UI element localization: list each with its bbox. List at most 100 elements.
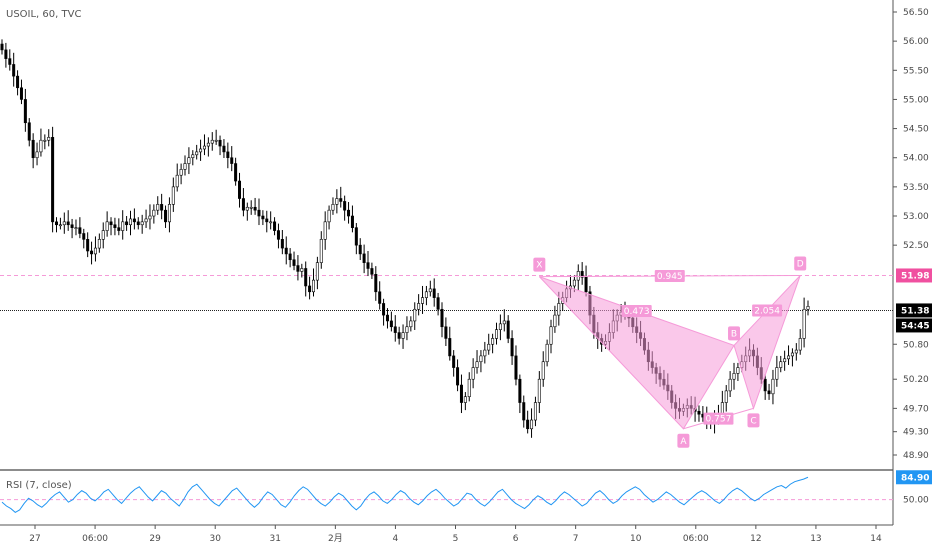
candle bbox=[452, 350, 456, 377]
candle bbox=[335, 189, 339, 214]
candle bbox=[257, 198, 261, 226]
candle bbox=[732, 362, 736, 390]
candle bbox=[327, 205, 331, 230]
candle bbox=[502, 309, 506, 332]
candle bbox=[249, 200, 253, 215]
x-tick-label: 30 bbox=[209, 534, 221, 544]
pattern-ratio-label: 2.054 bbox=[752, 304, 783, 317]
candle bbox=[195, 144, 199, 160]
x-tick-label: 5 bbox=[453, 534, 459, 544]
candle bbox=[199, 139, 203, 161]
candle bbox=[526, 410, 530, 434]
svg-text:X: X bbox=[536, 261, 542, 271]
candle bbox=[339, 186, 343, 208]
candle bbox=[424, 285, 428, 306]
candle bbox=[385, 308, 389, 329]
candle bbox=[128, 210, 132, 236]
candle bbox=[206, 137, 210, 157]
candle bbox=[456, 359, 460, 392]
candle bbox=[245, 202, 249, 221]
candle bbox=[160, 193, 164, 220]
y-tick-label: 49.70 bbox=[903, 404, 929, 414]
y-tick-label: 53.50 bbox=[903, 183, 929, 193]
x-tick-label: 13 bbox=[810, 534, 821, 544]
candle bbox=[132, 208, 136, 230]
pattern-point-c: C bbox=[747, 413, 760, 428]
candle bbox=[428, 280, 432, 297]
candle bbox=[779, 355, 783, 373]
candle bbox=[311, 268, 315, 297]
candle bbox=[580, 262, 584, 285]
candle bbox=[479, 350, 483, 373]
candle bbox=[35, 142, 39, 166]
candle bbox=[763, 374, 767, 400]
y-tick-label: 53.00 bbox=[903, 212, 929, 222]
candle bbox=[506, 315, 510, 344]
candle bbox=[27, 118, 31, 147]
candle bbox=[545, 339, 549, 367]
candle bbox=[775, 355, 779, 387]
candle bbox=[125, 216, 129, 231]
candle bbox=[82, 228, 86, 249]
candle bbox=[183, 155, 187, 176]
candle bbox=[191, 150, 195, 166]
candle bbox=[802, 297, 806, 348]
svg-text:0.473: 0.473 bbox=[624, 307, 650, 317]
candle bbox=[241, 188, 245, 217]
candle bbox=[432, 278, 436, 307]
candle bbox=[152, 204, 156, 224]
candle bbox=[202, 134, 206, 156]
x-tick-label: 7 bbox=[573, 534, 579, 544]
candle bbox=[156, 196, 160, 215]
pattern-ratio-label: 0.945 bbox=[654, 270, 685, 283]
y-tick-label: 50.20 bbox=[903, 375, 929, 385]
candle bbox=[214, 129, 218, 145]
candle bbox=[31, 133, 35, 169]
candle bbox=[401, 324, 405, 349]
candle bbox=[463, 392, 467, 411]
candle bbox=[62, 212, 66, 234]
candle bbox=[39, 128, 43, 157]
candle bbox=[783, 350, 787, 371]
candle bbox=[522, 395, 526, 428]
candle bbox=[514, 345, 518, 386]
candle bbox=[576, 264, 580, 291]
candle bbox=[167, 197, 171, 233]
y-tick-label: 56.00 bbox=[903, 37, 929, 47]
candle bbox=[55, 217, 59, 233]
y-tick-label: 54.00 bbox=[903, 154, 929, 164]
candle bbox=[315, 256, 319, 290]
candle bbox=[300, 263, 304, 278]
candle bbox=[471, 358, 475, 389]
candle bbox=[549, 319, 553, 354]
candle bbox=[8, 49, 12, 71]
candle bbox=[23, 88, 27, 132]
svg-text:84.90: 84.90 bbox=[901, 473, 929, 483]
candle bbox=[370, 262, 374, 279]
last-price-tag: 51.38 bbox=[896, 303, 932, 318]
rsi-title: RSI (7, close) bbox=[6, 480, 72, 491]
candle bbox=[90, 241, 94, 265]
candle bbox=[222, 139, 226, 159]
candle bbox=[697, 405, 701, 422]
candle bbox=[728, 371, 732, 398]
svg-text:54:45: 54:45 bbox=[901, 321, 930, 331]
y-tick-label: 55.00 bbox=[903, 95, 929, 105]
candle bbox=[417, 294, 421, 316]
x-tick-label: 06:00 bbox=[82, 534, 108, 544]
candle bbox=[491, 333, 495, 354]
candle bbox=[584, 265, 588, 297]
candle bbox=[70, 218, 74, 239]
y-tick-label: 55.50 bbox=[903, 66, 929, 76]
candle bbox=[121, 210, 125, 240]
x-tick-label: 2月 bbox=[328, 533, 343, 544]
candle bbox=[105, 211, 109, 237]
countdown-tag: 54:45 bbox=[896, 318, 932, 333]
candle bbox=[533, 396, 537, 427]
svg-text:51.38: 51.38 bbox=[901, 306, 929, 316]
candle bbox=[74, 219, 78, 236]
candle bbox=[292, 251, 296, 271]
x-tick-label: 6 bbox=[513, 534, 519, 544]
x-tick-label: 29 bbox=[149, 534, 161, 544]
